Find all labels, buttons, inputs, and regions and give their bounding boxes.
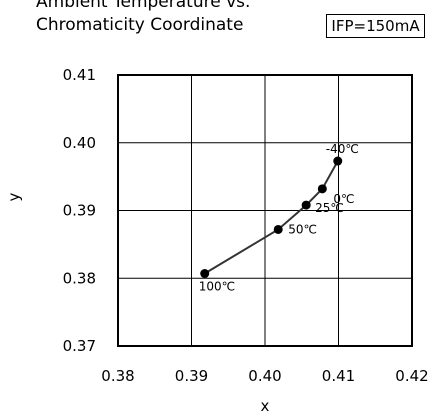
data-label: 0℃ xyxy=(333,192,354,206)
y-tick-label: 0.39 xyxy=(63,202,96,220)
x-tick-label: 0.42 xyxy=(395,367,428,385)
data-label: 50℃ xyxy=(288,222,317,236)
plot-frame xyxy=(117,74,413,347)
chart-title: Ambient Temperature vs. Chromaticity Coo… xyxy=(36,0,250,37)
y-tick-label: 0.38 xyxy=(63,269,96,287)
y-tick-label: 0.41 xyxy=(63,66,96,84)
x-axis-label: x xyxy=(261,397,270,414)
y-tick-label: 0.37 xyxy=(63,337,96,355)
data-point xyxy=(273,224,283,234)
data-label: 25℃ xyxy=(315,201,344,215)
x-tick-label: 0.39 xyxy=(175,367,208,385)
data-point xyxy=(200,269,210,279)
data-point xyxy=(301,200,311,210)
series-line xyxy=(204,160,339,275)
data-point xyxy=(317,184,327,194)
x-tick-label: 0.40 xyxy=(248,367,281,385)
chart-title-line-1: Ambient Temperature vs. xyxy=(36,0,251,12)
data-label: 100℃ xyxy=(199,280,235,294)
test-condition-label: IFP=150mA xyxy=(326,14,425,38)
data-point xyxy=(333,156,343,166)
data-label: -40℃ xyxy=(326,142,359,156)
x-tick-label: 0.38 xyxy=(101,367,134,385)
y-axis-label: y xyxy=(5,192,23,201)
chart-title-line-2: Chromaticity Coordinate xyxy=(36,15,244,35)
x-tick-label: 0.41 xyxy=(322,367,355,385)
y-tick-label: 0.40 xyxy=(63,134,96,152)
